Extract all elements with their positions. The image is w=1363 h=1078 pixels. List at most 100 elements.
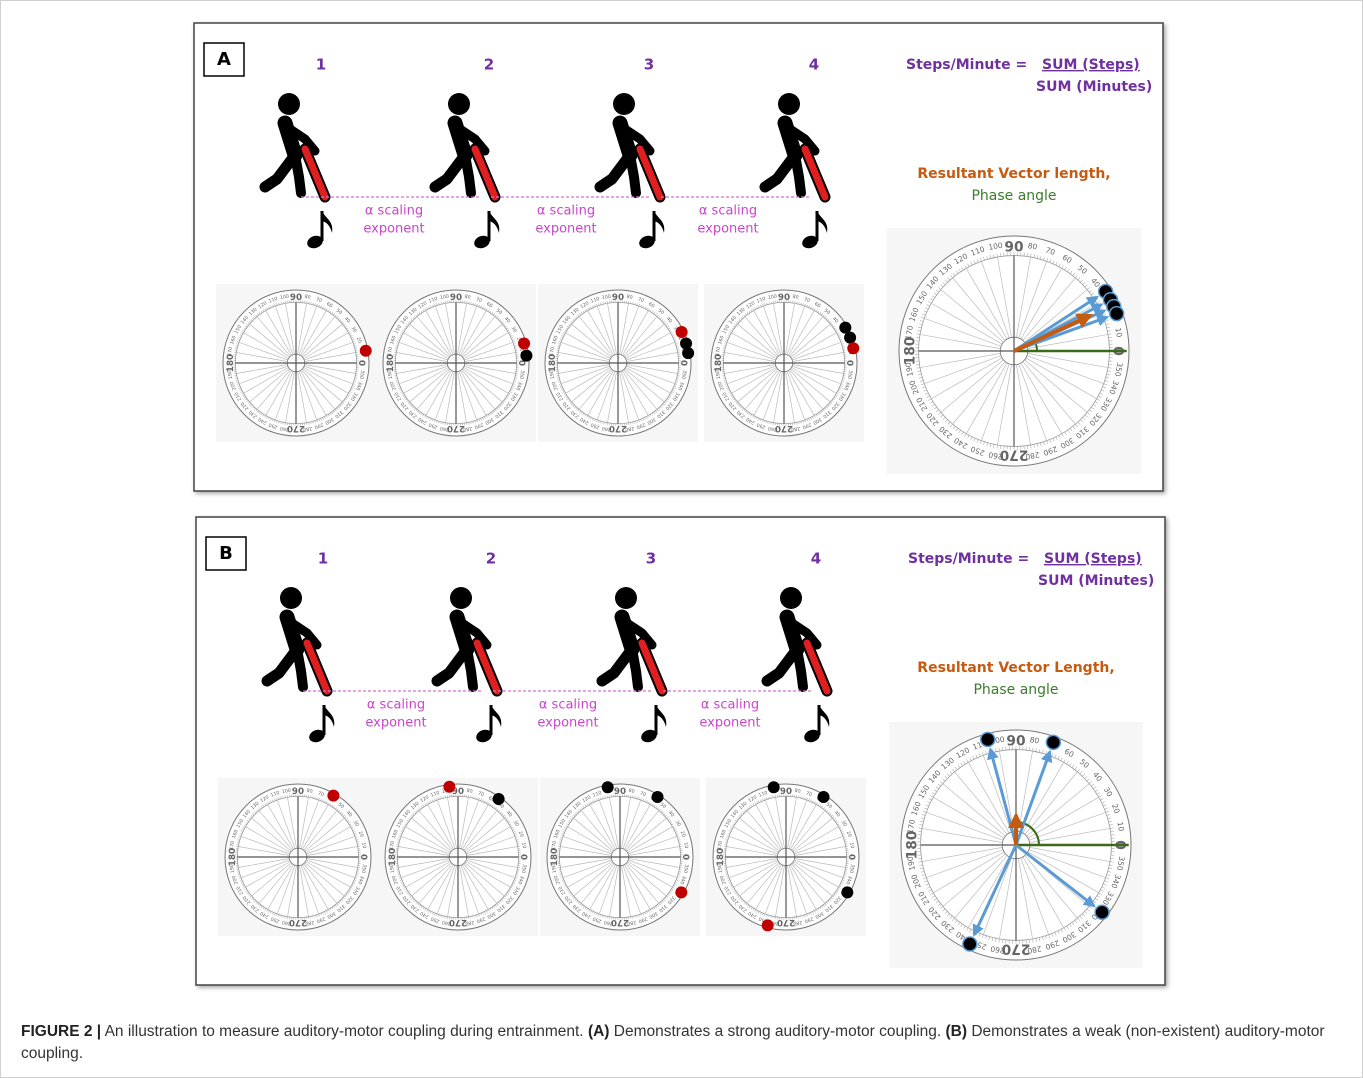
phase-dot bbox=[651, 790, 664, 803]
dial-label: 150 bbox=[557, 818, 567, 829]
dial-tick bbox=[577, 314, 580, 317]
dial-tick bbox=[668, 396, 671, 399]
dial-label: 310 bbox=[335, 903, 346, 913]
dial-tick bbox=[821, 410, 823, 413]
dial-tick bbox=[500, 320, 503, 323]
dial-tick bbox=[834, 819, 837, 822]
dial-label: 210 bbox=[555, 391, 565, 402]
dial-tick bbox=[424, 908, 427, 911]
dial-label: 290 bbox=[638, 915, 649, 924]
dial-label: 320 bbox=[344, 894, 354, 905]
dial-spoke bbox=[287, 797, 297, 849]
dial-tick bbox=[484, 416, 486, 419]
dial-tick bbox=[478, 797, 480, 801]
dial-spoke bbox=[744, 369, 779, 410]
dial-tick bbox=[738, 404, 741, 407]
dial-label: 200 bbox=[551, 381, 560, 392]
dial-label: 130 bbox=[736, 307, 747, 317]
dial-label: 200 bbox=[229, 381, 238, 392]
dial-tick bbox=[632, 421, 634, 424]
dial-tick bbox=[504, 325, 507, 328]
dial-spoke bbox=[1027, 851, 1099, 894]
dial-spoke bbox=[620, 305, 640, 355]
dial-spoke bbox=[558, 352, 610, 362]
dial-tick bbox=[1074, 766, 1078, 770]
dial-tick bbox=[243, 396, 246, 399]
dial-spoke bbox=[622, 799, 642, 849]
dial-tick bbox=[808, 913, 810, 916]
dial-tick bbox=[559, 873, 562, 875]
dial-tick bbox=[935, 786, 939, 790]
dial-tick bbox=[642, 798, 644, 801]
dial-label: 120 bbox=[579, 300, 590, 310]
dial-spoke bbox=[256, 316, 291, 357]
dial-tick bbox=[1043, 441, 1045, 446]
dial-tick bbox=[328, 909, 330, 912]
dial-label: 270 bbox=[287, 423, 305, 433]
dial-tick bbox=[1094, 789, 1099, 792]
dial-tick bbox=[320, 418, 322, 421]
dial-label: 90 bbox=[290, 293, 302, 303]
dial-tick bbox=[569, 322, 572, 325]
dial-tick bbox=[409, 816, 412, 819]
phase-dot bbox=[492, 792, 505, 805]
dial-tick bbox=[314, 915, 316, 918]
dial-tick bbox=[342, 814, 345, 817]
dial-tick bbox=[339, 811, 342, 814]
dial-tick bbox=[264, 308, 266, 311]
dial-label: 120 bbox=[745, 300, 756, 310]
dial-tick bbox=[929, 298, 934, 301]
dial-tick bbox=[560, 835, 564, 837]
dial-tick bbox=[729, 883, 732, 885]
dial-tick bbox=[430, 418, 432, 421]
dial-tick bbox=[342, 401, 345, 404]
dial-label: 210 bbox=[721, 391, 731, 402]
dial-tick bbox=[916, 333, 921, 335]
dial-tick bbox=[274, 419, 276, 423]
dial-tick bbox=[594, 799, 596, 802]
dial-tick bbox=[989, 254, 992, 259]
dial-tick bbox=[752, 415, 754, 418]
dial-spoke bbox=[398, 341, 448, 361]
dial-tick bbox=[840, 341, 844, 343]
dial-label: 340 bbox=[356, 875, 365, 886]
dial-label: 20 bbox=[677, 336, 685, 344]
dial-tick bbox=[329, 310, 332, 313]
dial-spoke bbox=[436, 865, 456, 915]
dial-tick bbox=[260, 310, 263, 313]
dial-label: 220 bbox=[728, 400, 738, 411]
dial-tick bbox=[1045, 935, 1047, 940]
dial-label: 100 bbox=[281, 788, 291, 795]
dial-tick bbox=[754, 802, 756, 805]
dial-tick bbox=[920, 383, 925, 386]
dial-spoke bbox=[628, 835, 678, 855]
dial-tick bbox=[350, 335, 353, 337]
dial-tick bbox=[1082, 913, 1085, 917]
dial-tick bbox=[944, 911, 948, 914]
dial-tick bbox=[493, 410, 495, 413]
dial-tick bbox=[320, 913, 322, 916]
dial-tick bbox=[399, 833, 402, 835]
dial-tick bbox=[810, 912, 812, 915]
dial-tick bbox=[320, 798, 322, 801]
dial-tick bbox=[252, 406, 255, 409]
dial-spoke bbox=[303, 863, 338, 904]
dial-label: 250 bbox=[756, 421, 767, 430]
dial-tick bbox=[600, 302, 602, 305]
dial-tick bbox=[921, 814, 926, 816]
dial-label: 60 bbox=[1061, 253, 1074, 266]
dial-tick bbox=[350, 825, 353, 827]
dial-tick bbox=[756, 801, 758, 804]
dial-tick bbox=[356, 839, 359, 841]
dial-spoke bbox=[306, 835, 356, 855]
dial-spoke bbox=[400, 859, 450, 879]
dial-tick bbox=[750, 907, 753, 910]
dial-tick bbox=[817, 908, 820, 911]
dial-label: 270 bbox=[1000, 447, 1029, 463]
dial-tick bbox=[322, 912, 324, 915]
dial-tick bbox=[503, 400, 506, 402]
dial-spoke bbox=[926, 812, 1004, 841]
dial-tick bbox=[634, 796, 636, 799]
dial-tick bbox=[993, 254, 995, 258]
